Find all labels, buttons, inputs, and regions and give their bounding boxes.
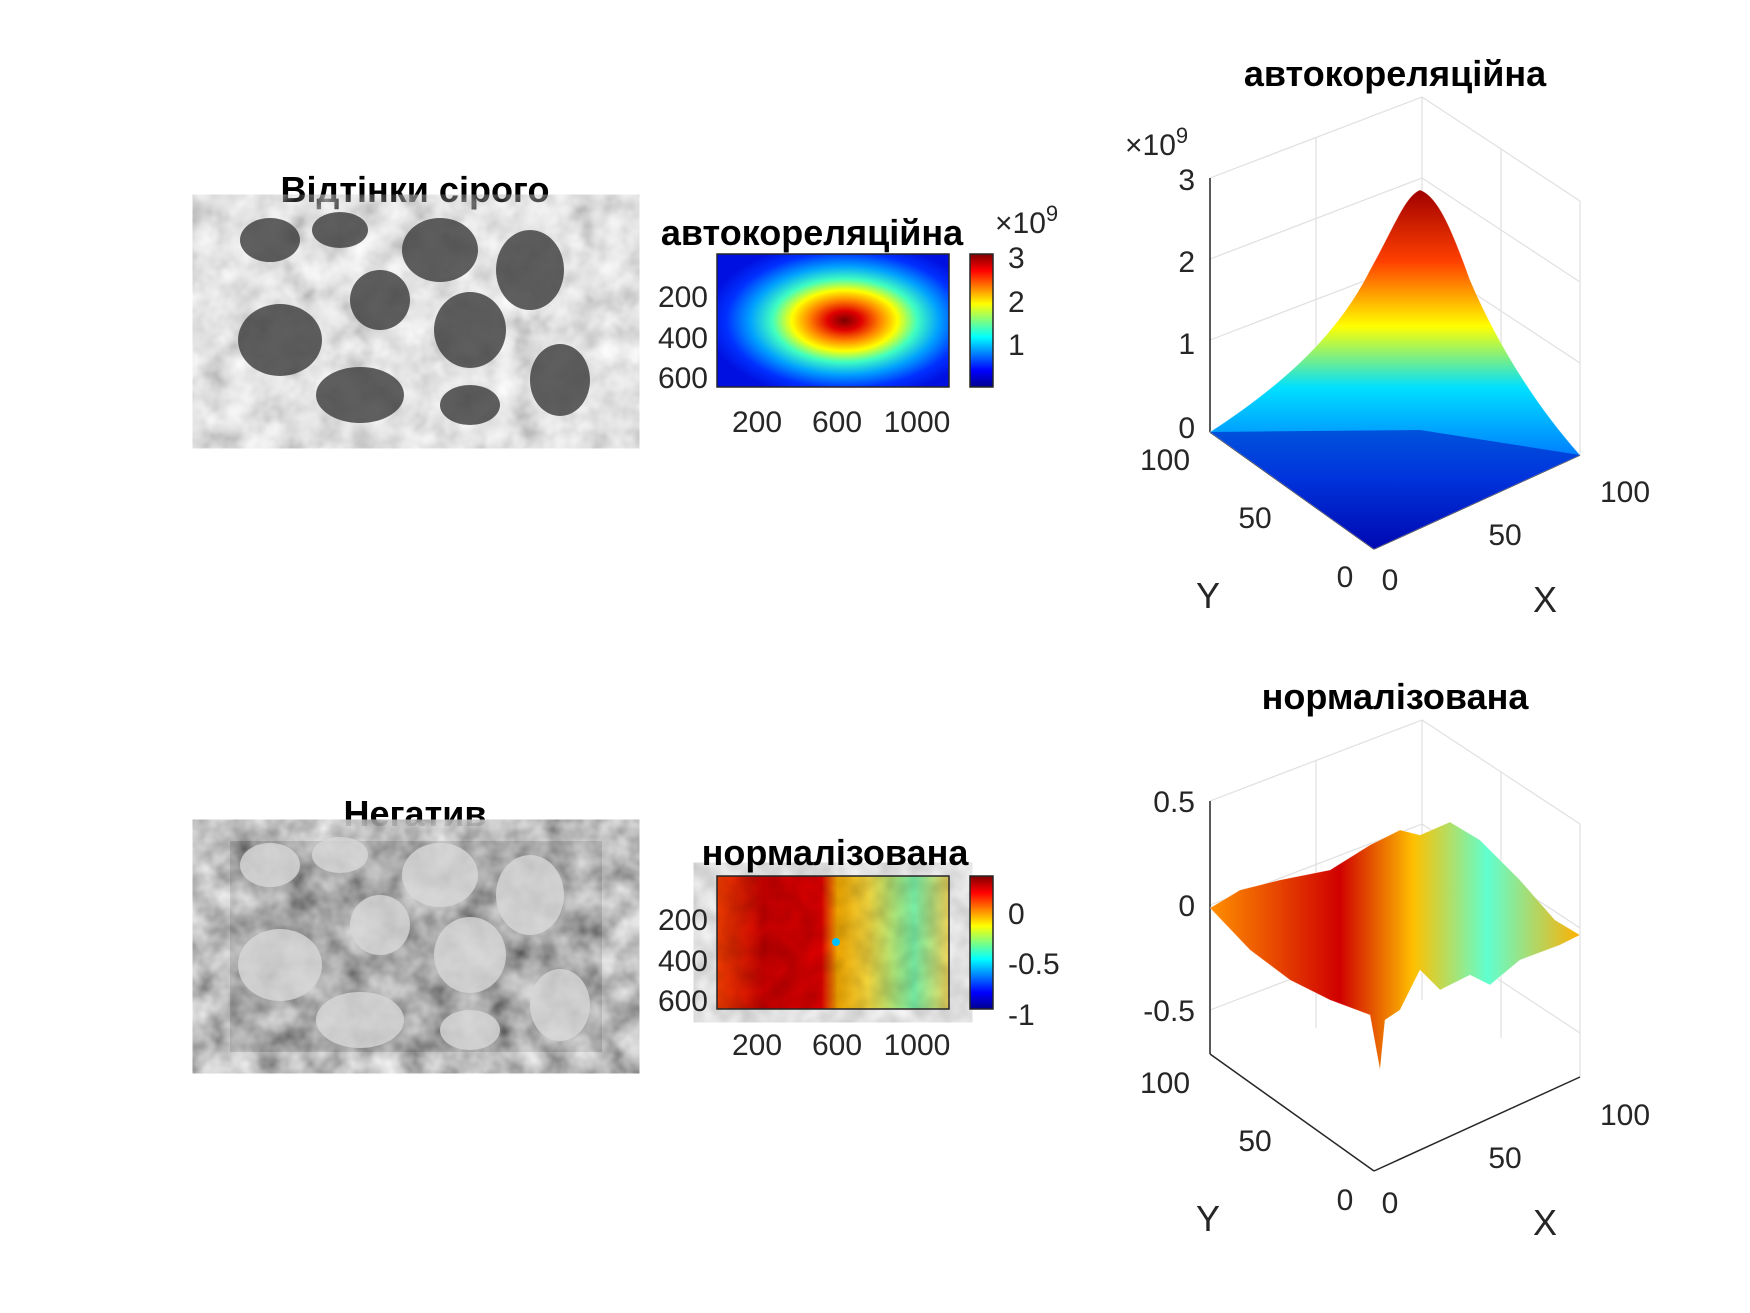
norm-surface-y-tick: 0: [1337, 1184, 1354, 1217]
norm-heatmap-area: [716, 875, 950, 1010]
norm-heatmap-y-tick: 600: [658, 985, 708, 1018]
auto-surface-multiplier: ×109: [1125, 123, 1188, 162]
auto-colorbar-tick: 2: [1008, 286, 1025, 319]
auto-heatmap-panel: автокореляційна 200 400 600 200 600 1000…: [658, 201, 1058, 439]
auto-colorbar-tick: 1: [1008, 329, 1025, 362]
auto-heatmap-x-tick: 1000: [884, 406, 951, 439]
auto-heatmap-y-tick: 600: [658, 362, 708, 395]
norm-colorbar-tick: 0: [1008, 898, 1025, 931]
auto-surface-y-tick: 0: [1337, 561, 1354, 594]
auto-heatmap-area: [716, 253, 950, 388]
auto-colorbar: [969, 253, 994, 388]
negative-image-panel: Негатив: [230, 793, 602, 1052]
norm-surface-panel: нормалізована 0.5 0 -0.5 0 50 100: [1140, 676, 1650, 1243]
auto-surface-x-tick: 50: [1488, 519, 1521, 552]
norm-heatmap-x-tick: 600: [812, 1029, 862, 1062]
auto-surface-x-tick: 0: [1382, 564, 1399, 597]
auto-colorbar-multiplier: ×109: [995, 201, 1058, 240]
auto-heatmap-title: автокореляційна: [661, 212, 964, 253]
gray-image-title: Відтінки сірого: [281, 169, 550, 210]
gray-image: [230, 212, 602, 427]
norm-surface-y-tick: 100: [1140, 1067, 1190, 1100]
norm-heatmap-x-tick: 200: [732, 1029, 782, 1062]
auto-surface-y-tick: 100: [1140, 444, 1190, 477]
norm-surface-x-tick: 100: [1600, 1099, 1650, 1132]
norm-colorbar-tick: -1: [1008, 999, 1035, 1032]
auto-surface-z-tick: 0: [1178, 412, 1195, 445]
auto-heatmap-x-tick: 200: [732, 406, 782, 439]
norm-surface-title: нормалізована: [1262, 676, 1530, 717]
norm-heatmap-y-tick: 200: [658, 904, 708, 937]
norm-surface-x-tick: 0: [1382, 1187, 1399, 1220]
negative-image: [230, 837, 602, 1052]
norm-surface: [1209, 821, 1581, 1071]
norm-surface-z-tick: 0: [1178, 890, 1195, 923]
norm-surface-z-tick: 0.5: [1153, 786, 1195, 819]
norm-heatmap-title: нормалізована: [702, 832, 970, 873]
auto-surface-xlabel: X: [1533, 579, 1557, 620]
norm-colorbar: [969, 875, 994, 1010]
norm-surface-xlabel: X: [1533, 1202, 1557, 1243]
auto-surface-title: автокореляційна: [1244, 53, 1547, 94]
norm-heatmap-y-tick: 400: [658, 945, 708, 978]
auto-colorbar-tick: 3: [1008, 242, 1025, 275]
norm-surface-z-tick: -0.5: [1143, 995, 1195, 1028]
norm-heatmap-x-tick: 1000: [884, 1029, 951, 1062]
auto-surface-y-tick: 50: [1238, 502, 1271, 535]
auto-surface-x-tick: 100: [1600, 476, 1650, 509]
auto-heatmap-x-tick: 600: [812, 406, 862, 439]
auto-heatmap-y-tick: 200: [658, 281, 708, 314]
gray-image-panel: Відтінки сірого: [230, 169, 602, 427]
auto-surface-panel: автокореляційна 3 2 1 0 0 50: [1125, 53, 1650, 620]
norm-surface-y-tick: 50: [1238, 1125, 1271, 1158]
norm-surface-ylabel: Y: [1196, 1198, 1220, 1239]
norm-surface-x-tick: 50: [1488, 1142, 1521, 1175]
auto-heatmap-y-tick: 400: [658, 322, 708, 355]
auto-surface-z-tick: 1: [1178, 328, 1195, 361]
auto-surface-ylabel: Y: [1196, 575, 1220, 616]
negative-image-title: Негатив: [344, 793, 487, 834]
auto-surface-z-tick: 3: [1178, 164, 1195, 197]
auto-surface-z-tick: 2: [1178, 246, 1195, 279]
norm-heatmap-panel: нормалізована 200 400 600 200 600 1000 0…: [658, 832, 1060, 1062]
norm-colorbar-tick: -0.5: [1008, 948, 1060, 981]
norm-surface-axes: [1209, 801, 1581, 1172]
